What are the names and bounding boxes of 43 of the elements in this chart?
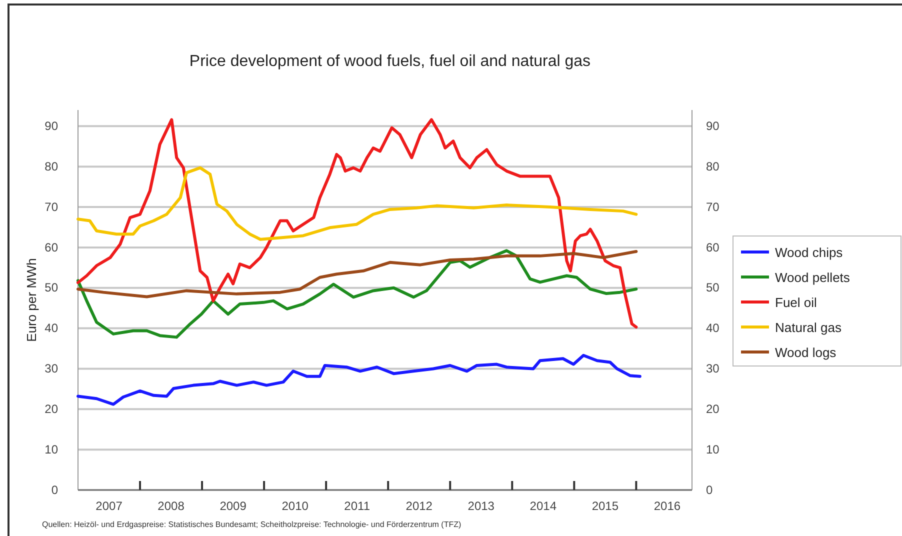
y-tick-label: 60 xyxy=(44,240,58,254)
y-axis-title: Euro per MWh xyxy=(24,258,39,342)
line-series xyxy=(76,249,638,339)
y2-tick-label: 40 xyxy=(706,321,720,336)
y-tick-label: 30 xyxy=(44,362,58,376)
y-tick-label: 0 xyxy=(51,482,58,497)
source-note: Quellen: Heizöl- und Erdgaspreise: Statistisches Bundesamt; Scheitholzpreise: Technologie- und Förderzentrum (TFZ) xyxy=(42,520,462,529)
x-tick-label: 2007 xyxy=(96,499,123,513)
line-series xyxy=(76,118,638,329)
legend-label: Wood logs xyxy=(775,345,837,360)
x-tick-label: 2014 xyxy=(530,499,557,513)
y2-tick-label: 50 xyxy=(706,280,720,295)
y2-tick-label: 0 xyxy=(706,482,713,497)
y2-tick-label: 90 xyxy=(706,119,720,134)
line-series xyxy=(76,250,638,298)
y2-tick-label: 80 xyxy=(706,159,720,174)
y2-tick-label: 60 xyxy=(706,240,720,254)
y-tick-label: 90 xyxy=(44,119,58,134)
x-tick-label: 2015 xyxy=(592,499,619,513)
legend-label: Wood pellets xyxy=(775,270,850,285)
y-tick-label: 20 xyxy=(44,402,58,416)
y2-tick-label: 70 xyxy=(706,200,720,214)
y-tick-label: 50 xyxy=(44,280,58,295)
x-tick-label: 2016 xyxy=(654,499,681,513)
legend-label: Fuel oil xyxy=(775,295,818,310)
x-tick-label: 2010 xyxy=(282,499,309,513)
legend-label: Natural gas xyxy=(775,320,842,335)
x-tick-label: 2009 xyxy=(220,499,247,513)
y-tick-label: 80 xyxy=(44,159,58,174)
y2-tick-label: 20 xyxy=(706,402,720,416)
y-tick-label: 10 xyxy=(44,442,58,456)
chart-title: Price development of wood fuels, fuel oil and natural gas xyxy=(189,53,591,70)
x-tick-label: 2012 xyxy=(406,499,433,513)
x-tick-label: 2008 xyxy=(158,499,185,513)
y2-tick-label: 30 xyxy=(706,362,720,376)
y-tick-label: 40 xyxy=(44,321,58,336)
legend-label: Wood chips xyxy=(775,245,844,260)
line-series xyxy=(76,354,642,406)
x-tick-label: 2013 xyxy=(468,499,495,513)
line-series xyxy=(76,166,638,241)
y2-tick-label: 10 xyxy=(706,442,720,456)
y-tick-label: 70 xyxy=(44,200,58,214)
x-tick-label: 2011 xyxy=(344,499,370,513)
